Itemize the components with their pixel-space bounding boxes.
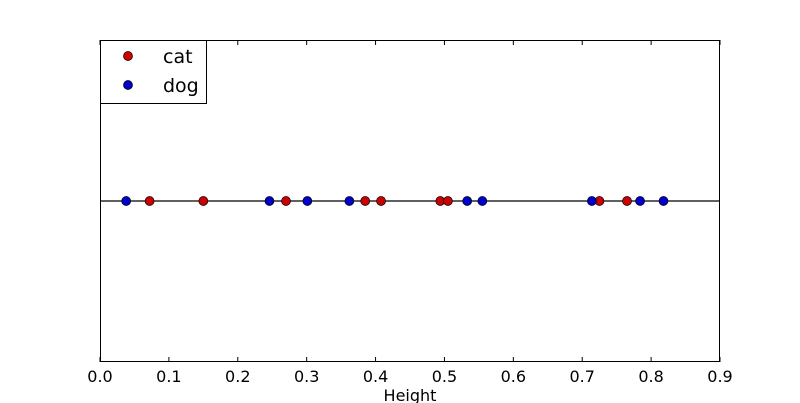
point-cat	[443, 196, 453, 206]
x-tick-label: 0.8	[638, 367, 663, 386]
x-tick-label: 0.6	[501, 367, 526, 386]
point-dog	[302, 196, 313, 206]
point-dog	[264, 196, 275, 206]
point-cat	[622, 196, 632, 206]
point-cat	[198, 196, 209, 206]
point-dog	[635, 196, 645, 206]
plot-frame	[100, 40, 720, 362]
x-tick-label: 0.7	[569, 367, 594, 386]
point-cat	[281, 196, 291, 206]
x-tick-label: 0.0	[87, 367, 112, 386]
x-axis-label: Height	[384, 386, 437, 403]
legend-box	[100, 40, 207, 104]
point-dog	[462, 196, 473, 206]
x-tick-label: 0.3	[294, 367, 319, 386]
x-tick-label: 0.1	[156, 367, 181, 386]
point-dog	[344, 196, 355, 206]
points-layer	[121, 196, 669, 206]
legend-marker-dog	[123, 80, 133, 90]
x-tick-label: 0.4	[363, 367, 388, 386]
legend-label-dog: dog	[163, 75, 199, 97]
x-tick-label: 0.9	[707, 367, 732, 386]
point-dog	[121, 196, 132, 206]
point-dog	[587, 196, 597, 206]
x-tick-label: 0.5	[432, 367, 457, 386]
point-cat	[360, 196, 371, 206]
legend-label-cat: cat	[163, 46, 193, 68]
point-cat	[144, 196, 155, 206]
legend: cat dog	[100, 40, 207, 104]
legend-marker-cat	[123, 51, 133, 61]
x-axis-tick-labels: 0.0 0.1 0.2 0.3 0.4 0.5 0.6 0.7 0.8 0.9	[87, 367, 732, 386]
point-cat	[376, 196, 386, 206]
point-dog	[477, 196, 488, 206]
x-tick-label: 0.2	[225, 367, 250, 386]
point-dog	[658, 196, 669, 206]
